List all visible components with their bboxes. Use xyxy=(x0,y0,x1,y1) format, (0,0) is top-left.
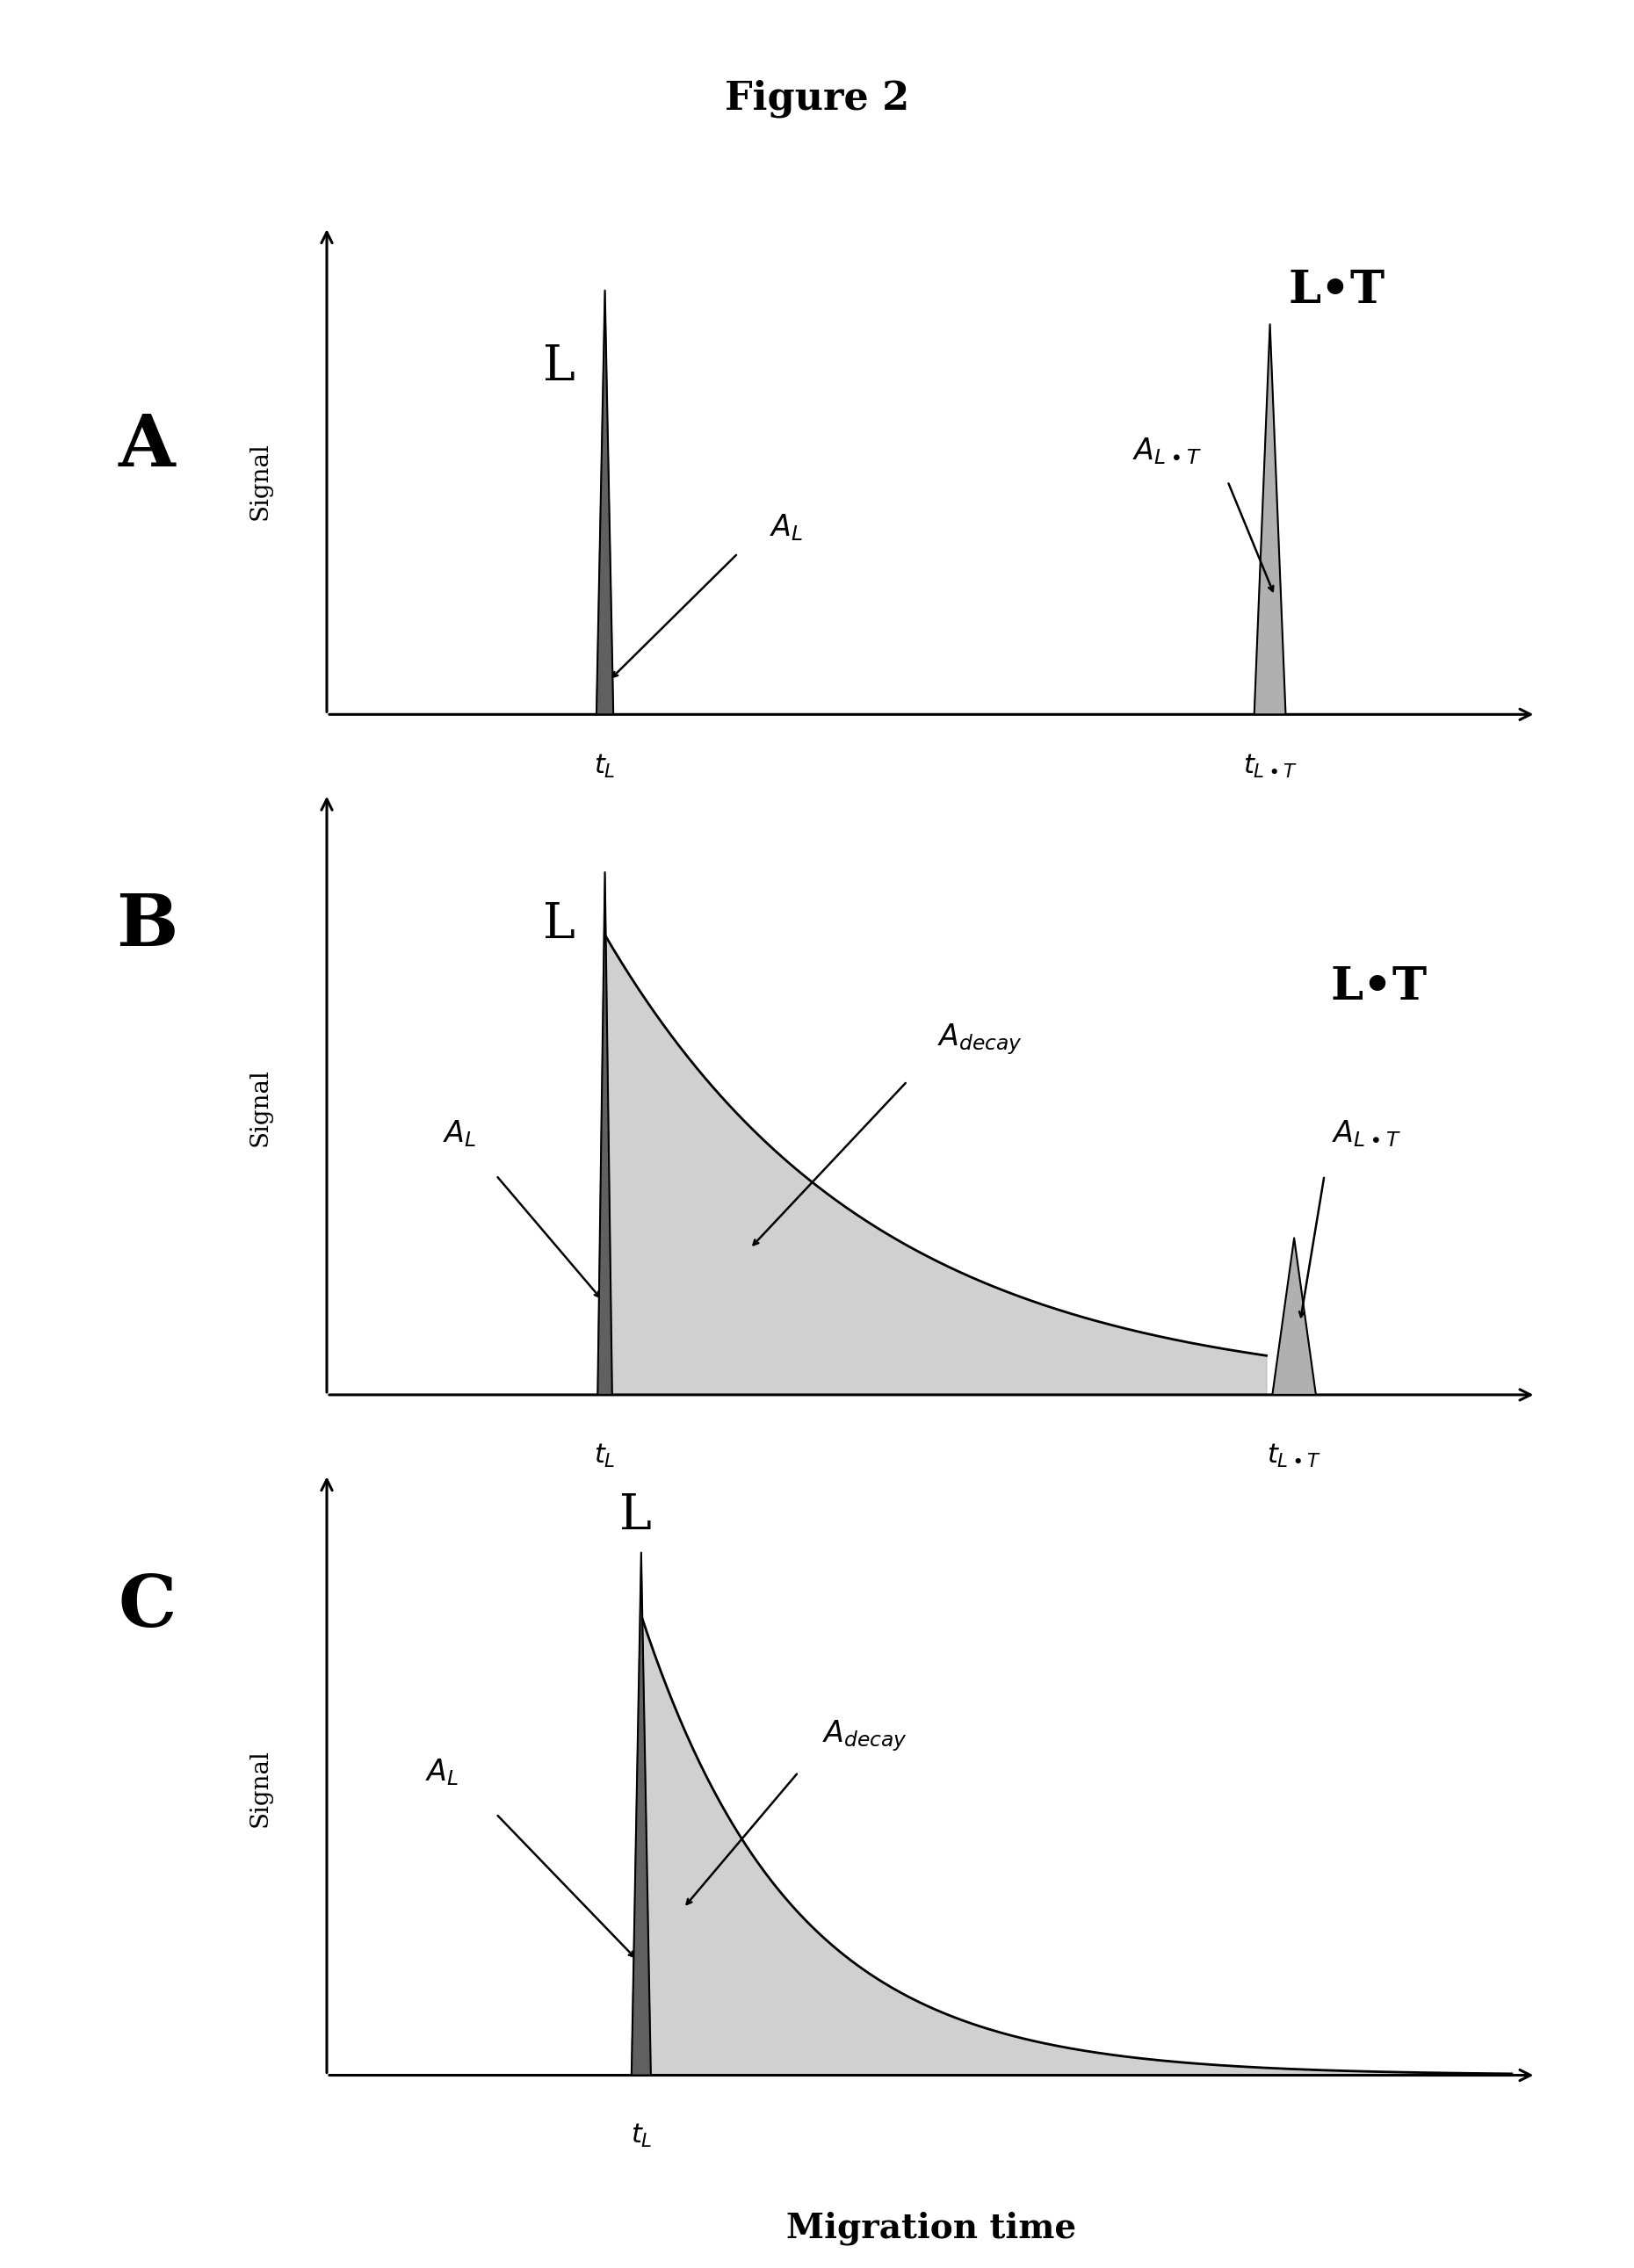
Text: B: B xyxy=(116,891,178,962)
Text: L•T: L•T xyxy=(1330,964,1426,1009)
Text: L: L xyxy=(542,900,575,948)
Text: Signal: Signal xyxy=(248,1749,273,1826)
Text: $A_{decay}$: $A_{decay}$ xyxy=(938,1023,1023,1057)
Text: $t_L$: $t_L$ xyxy=(631,2123,652,2150)
Text: Signal: Signal xyxy=(248,442,273,519)
Text: $A_{L\bullet T}$: $A_{L\bullet T}$ xyxy=(1132,435,1203,467)
Text: Signal: Signal xyxy=(248,1068,273,1145)
Text: A: A xyxy=(119,411,175,481)
Polygon shape xyxy=(1273,1238,1315,1395)
Text: $A_{L\bullet T}$: $A_{L\bullet T}$ xyxy=(1332,1118,1402,1150)
Text: $t_L$: $t_L$ xyxy=(595,1442,616,1470)
Text: L•T: L•T xyxy=(1288,268,1386,313)
Text: $A_L$: $A_L$ xyxy=(770,513,802,542)
Text: $t_{L\bullet T}$: $t_{L\bullet T}$ xyxy=(1266,1442,1322,1470)
Text: L: L xyxy=(619,1492,652,1540)
Text: C: C xyxy=(118,1572,176,1642)
Text: $t_{L\bullet T}$: $t_{L\bullet T}$ xyxy=(1243,753,1297,780)
Text: L: L xyxy=(542,342,575,390)
Text: Migration time: Migration time xyxy=(786,2211,1077,2245)
Polygon shape xyxy=(598,873,613,1395)
Text: $t_L$: $t_L$ xyxy=(595,753,616,780)
Text: Figure 2: Figure 2 xyxy=(724,79,910,118)
Text: $A_L$: $A_L$ xyxy=(443,1118,477,1150)
Polygon shape xyxy=(596,290,613,714)
Polygon shape xyxy=(1255,324,1286,714)
Text: $A_L$: $A_L$ xyxy=(425,1758,459,1787)
Polygon shape xyxy=(631,1554,650,2075)
Text: $A_{decay}$: $A_{decay}$ xyxy=(822,1719,907,1753)
